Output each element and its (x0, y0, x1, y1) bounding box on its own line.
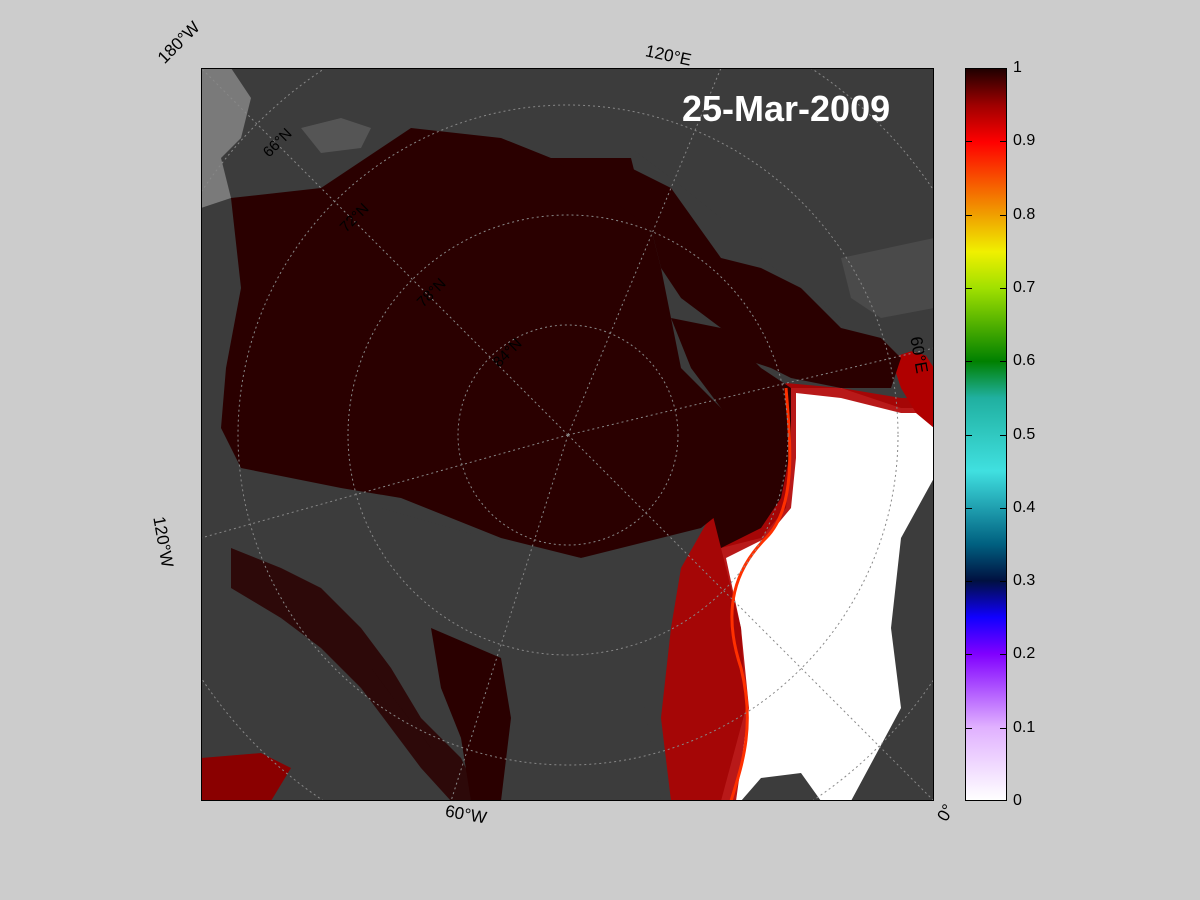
date-label: 25-Mar-2009 (682, 88, 891, 129)
colorbar-tick-label: 0.4 (1013, 498, 1036, 516)
map-frame (201, 68, 934, 801)
pack-ice (221, 128, 741, 558)
colorbar-tick-label: 0 (1013, 792, 1022, 809)
land-canada-greenland (201, 478, 661, 801)
land-light-region (201, 68, 251, 208)
lon-label-120w: 120°W (149, 515, 177, 569)
lon-label-60w: 60°W (443, 801, 489, 828)
land-shade (301, 118, 371, 153)
graticule (201, 68, 934, 801)
colorbar-tick-label: 0.3 (1013, 572, 1036, 590)
colorbar-tick-mark (965, 507, 972, 509)
colorbar-tick-mark (1000, 654, 1007, 656)
ice-edge-line (729, 387, 792, 801)
colorbar-tick-mark (965, 141, 972, 143)
colorbar-tick-label: 0.9 (1013, 132, 1036, 150)
pack-ice-barents (671, 318, 791, 548)
lon-label-180w: 180°W (153, 17, 204, 68)
colorbar-tick-label: 0.6 (1013, 352, 1036, 370)
lon-label-120e: 120°E (643, 41, 694, 70)
colorbar-tick-label: 1 (1013, 59, 1022, 76)
colorbar-tick-mark (1000, 287, 1007, 289)
sea-ice-map: 66°N 72°N 78°N 84°N (201, 68, 934, 801)
colorbar-tick-label: 0.1 (1013, 718, 1036, 736)
colorbar-tick-mark (1000, 214, 1007, 216)
colorbar-tick-mark (1000, 581, 1007, 583)
colorbar-tick-mark (965, 654, 972, 656)
land-shade-2 (841, 238, 934, 318)
colorbar-tick-mark (1000, 361, 1007, 363)
colorbar-tick-label: 0.8 (1013, 205, 1036, 223)
colorbar-tick-label: 0.7 (1013, 278, 1036, 296)
colorbar-tick-mark (965, 434, 972, 436)
colorbar-tick-label: 0.2 (1013, 645, 1036, 663)
colorbar-tick-mark (965, 581, 972, 583)
colorbar-tick-mark (965, 727, 972, 729)
ice-channels (231, 548, 481, 801)
colorbar-tick-mark (965, 287, 972, 289)
map-canvas: 66°N 72°N 78°N 84°N (201, 68, 934, 801)
colorbar-tick-mark (965, 214, 972, 216)
ice-baffin-bay (431, 628, 511, 801)
ice-edge-bering (201, 753, 291, 801)
colorbar-tick-label: 0.5 (1013, 425, 1036, 443)
land-iceland (741, 773, 821, 801)
colorbar-tick-mark (1000, 507, 1007, 509)
colorbar-tick-mark (1000, 141, 1007, 143)
open-water (721, 388, 934, 801)
colorbar-tick-mark (965, 361, 972, 363)
land-scandinavia (851, 478, 934, 801)
colorbar-tick-mark (1000, 434, 1007, 436)
lon-label-0: 0° (933, 800, 958, 825)
pack-ice-kara (551, 158, 901, 388)
land-siberia (401, 68, 934, 358)
colorbar-tick-mark (1000, 727, 1007, 729)
ice-edge-barents (891, 348, 934, 428)
